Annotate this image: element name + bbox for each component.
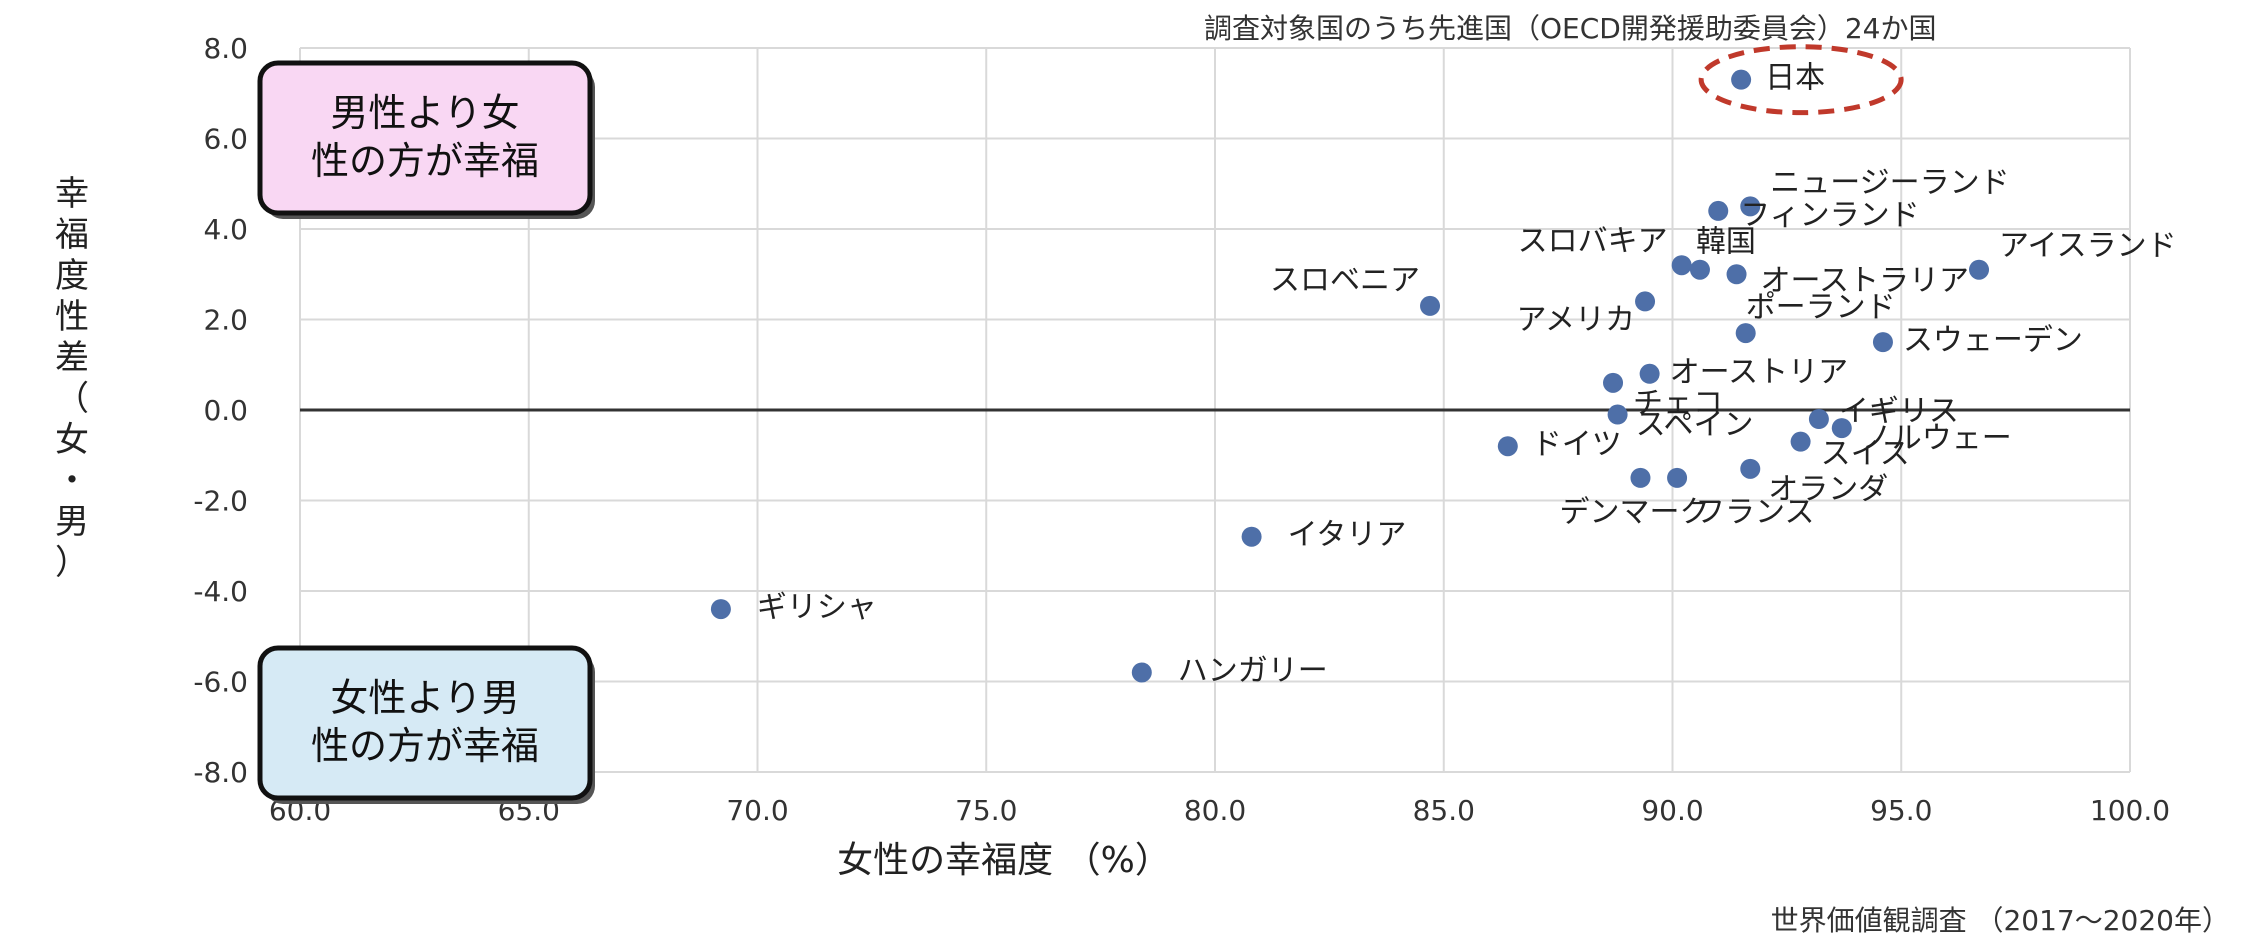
highlight-ellipse — [1698, 44, 1904, 116]
data-point — [1831, 418, 1852, 439]
point-label: ノルウェー — [1862, 421, 2012, 456]
point-label: アイスランド — [1999, 229, 2177, 264]
data-point — [710, 599, 731, 620]
x-tick-label: 80.0 — [1184, 794, 1246, 827]
point-label: ハンガリー — [1178, 653, 1328, 688]
point-label: スロバキア — [1518, 224, 1668, 259]
point-label: スロベニア — [1270, 263, 1420, 298]
y-tick-label: 4.0 — [203, 213, 248, 246]
x-tick-label: 85.0 — [1413, 794, 1475, 827]
data-point — [1603, 372, 1624, 393]
annotation-lower-text: 女性より男 — [330, 676, 519, 720]
data-point — [1708, 200, 1729, 221]
data-point — [1808, 409, 1829, 430]
point-label: 日本 — [1765, 61, 1825, 96]
x-tick-label: 95.0 — [1870, 794, 1932, 827]
axis-ticks: 8.06.04.02.00.0-2.0-4.0-6.0-8.060.0 65.0 7… — [193, 32, 2170, 827]
data-point — [1607, 404, 1628, 425]
y-tick-label: 2.0 — [203, 304, 248, 337]
data-point — [1667, 467, 1688, 488]
point-label: スウェーデン — [1903, 323, 2083, 358]
x-tick-label: 90.0 — [1641, 794, 1703, 827]
point-label: チェコ — [1633, 386, 1723, 421]
point-label: イタリア — [1288, 518, 1407, 553]
annotation-lower-text: 性の方が幸福 — [311, 724, 539, 768]
data-point — [1726, 264, 1747, 285]
point-label: オランダ — [1768, 472, 1888, 507]
y-tick-label: -4.0 — [193, 575, 248, 608]
point-label: ドイツ — [1532, 427, 1622, 462]
data-point — [1731, 69, 1752, 90]
point-label: スイス — [1821, 437, 1910, 472]
chart-subtitle: 調査対象国のうち先進国（OECD開発援助委員会）24か国 — [1204, 12, 1936, 45]
point-label: フィンランド — [1740, 198, 1919, 233]
data-point — [1969, 259, 1990, 280]
x-tick-label: 100.0 — [2090, 794, 2170, 827]
point-label: フランス — [1695, 495, 1814, 530]
annotation-lower — [257, 645, 593, 801]
point-label: イギリス — [1839, 394, 1959, 429]
annotation-upper-text: 性の方が幸福 — [311, 139, 539, 183]
data-point — [1639, 363, 1660, 384]
data-point — [1635, 291, 1656, 312]
x-axis-label: 女性の幸福度 （%） — [837, 840, 1171, 881]
point-label: ギリシャ — [757, 590, 877, 625]
data-point — [1420, 295, 1441, 316]
x-tick-label: 75.0 — [955, 794, 1017, 827]
y-axis-label: 幸福度性差（女・男） — [55, 174, 89, 583]
y-tick-label: -8.0 — [193, 756, 248, 789]
data-point — [1689, 259, 1710, 280]
source-note: 世界価値観調査 （2017〜2020年） — [1771, 904, 2230, 937]
data-point — [1735, 323, 1756, 344]
point-label: ポーランド — [1746, 290, 1896, 325]
x-tick-label: 70.0 — [726, 794, 788, 827]
y-tick-label: 8.0 — [203, 32, 248, 65]
annotation-upper — [257, 60, 593, 216]
y-tick-label: -2.0 — [193, 485, 248, 518]
point-label: ニュージーランド — [1770, 165, 2009, 200]
data-point — [1497, 436, 1518, 457]
point-label: オーストリア — [1670, 355, 1849, 390]
point-label: オーストラリア — [1761, 263, 1970, 298]
point-label: スペイン — [1636, 408, 1754, 443]
y-tick-label: 6.0 — [203, 123, 248, 156]
y-tick-label: -6.0 — [193, 666, 248, 699]
annotation-upper-text: 男性より女 — [330, 91, 519, 135]
data-point — [1740, 196, 1761, 217]
point-label: アメリカ — [1517, 302, 1636, 337]
data-point — [1131, 662, 1152, 683]
data-point — [1241, 526, 1262, 547]
y-tick-label: 0.0 — [203, 394, 248, 427]
point-label: デンマーク — [1559, 495, 1709, 530]
data-point — [1872, 332, 1893, 353]
data-point — [1740, 458, 1761, 479]
data-point — [1630, 467, 1651, 488]
data-point — [1790, 431, 1811, 452]
point-label: 韓国 — [1696, 225, 1756, 260]
data-point — [1671, 255, 1692, 276]
